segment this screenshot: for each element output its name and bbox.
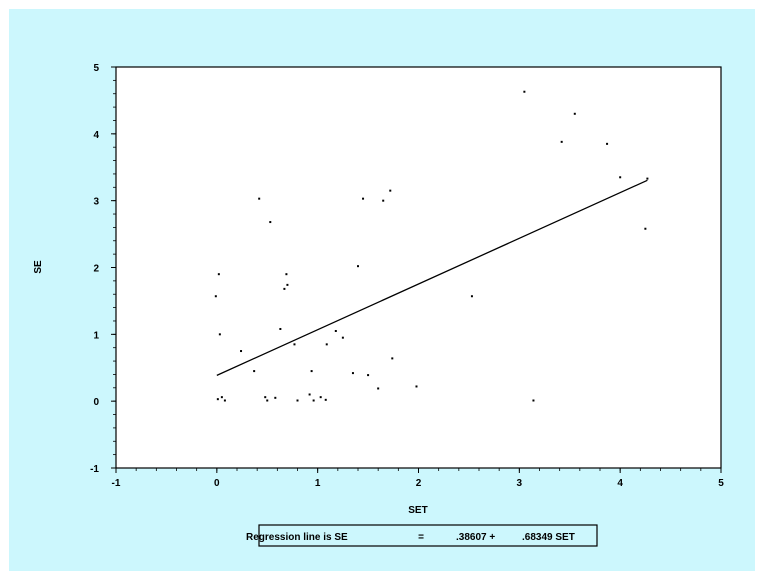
data-point bbox=[308, 393, 311, 396]
data-point bbox=[266, 399, 269, 402]
data-point bbox=[334, 329, 337, 332]
data-point bbox=[325, 343, 328, 346]
axis-ticks: -1 0 1 2 3 4 5 -1 0 1 2 3 4 5 bbox=[90, 63, 724, 489]
regression-annotation-prefix: Regression line is SE bbox=[246, 532, 348, 543]
data-point bbox=[382, 199, 385, 202]
plot-area bbox=[115, 66, 722, 469]
x-tick-label: 0 bbox=[214, 478, 220, 489]
y-tick-label: 5 bbox=[93, 63, 99, 74]
data-point bbox=[523, 90, 526, 93]
data-point bbox=[644, 227, 647, 230]
data-point bbox=[218, 333, 221, 336]
data-point bbox=[269, 221, 272, 224]
data-point bbox=[217, 273, 220, 276]
y-tick-label: 4 bbox=[93, 130, 99, 141]
data-point bbox=[310, 370, 313, 373]
data-point bbox=[258, 197, 261, 200]
data-point bbox=[560, 140, 563, 143]
x-tick-label: 2 bbox=[416, 478, 422, 489]
data-point bbox=[377, 387, 380, 390]
regression-annotation-slope: .68349 SET bbox=[522, 532, 575, 543]
x-tick-label: 5 bbox=[718, 478, 724, 489]
y-tick-label: 1 bbox=[93, 330, 99, 341]
data-point bbox=[532, 399, 535, 402]
data-point bbox=[296, 399, 299, 402]
data-point bbox=[285, 273, 288, 276]
x-tick-label: 1 bbox=[315, 478, 321, 489]
x-tick-label: 3 bbox=[517, 478, 523, 489]
y-axis-title: SE bbox=[33, 260, 44, 274]
data-point bbox=[362, 197, 365, 200]
data-point bbox=[293, 343, 296, 346]
regression-line bbox=[216, 179, 648, 376]
data-point bbox=[264, 396, 267, 399]
regression-annotation-equals: = bbox=[418, 532, 424, 543]
data-point bbox=[286, 283, 289, 286]
data-point bbox=[619, 176, 622, 179]
data-point bbox=[216, 398, 219, 401]
data-point bbox=[324, 398, 327, 401]
data-point bbox=[367, 374, 370, 377]
regression-annotation-intercept: .38607 + bbox=[456, 532, 495, 543]
data-point bbox=[312, 399, 315, 402]
data-point bbox=[319, 396, 322, 399]
data-point bbox=[274, 396, 277, 399]
data-point bbox=[240, 350, 243, 353]
x-tick-label: -1 bbox=[112, 478, 121, 489]
data-point bbox=[341, 336, 344, 339]
chart-background-panel: -1 0 1 2 3 4 5 -1 0 1 2 3 4 5 SET SE Regression line … bbox=[9, 9, 755, 571]
data-point bbox=[389, 189, 392, 192]
data-point bbox=[646, 177, 649, 180]
data-point bbox=[415, 385, 418, 388]
data-point bbox=[214, 295, 217, 298]
data-point bbox=[391, 357, 394, 360]
data-point bbox=[573, 112, 576, 115]
y-tick-label: 3 bbox=[93, 197, 99, 208]
data-point bbox=[470, 295, 473, 298]
data-point bbox=[220, 396, 223, 399]
x-axis-title: SET bbox=[408, 505, 427, 516]
scatter-chart: -1 0 1 2 3 4 5 -1 0 1 2 3 4 5 SET SE Regression line … bbox=[9, 9, 755, 571]
data-point bbox=[351, 372, 354, 375]
data-point bbox=[223, 399, 226, 402]
regression-annotation-box bbox=[258, 524, 598, 547]
data-point bbox=[253, 370, 256, 373]
x-tick-label: 4 bbox=[617, 478, 623, 489]
y-tick-label: 2 bbox=[93, 264, 99, 275]
y-tick-label: -1 bbox=[90, 464, 99, 475]
data-point bbox=[283, 287, 286, 290]
data-points bbox=[214, 90, 649, 402]
data-point bbox=[357, 265, 359, 268]
y-tick-label: 0 bbox=[93, 397, 99, 408]
data-point bbox=[606, 142, 609, 145]
data-point bbox=[279, 327, 282, 330]
